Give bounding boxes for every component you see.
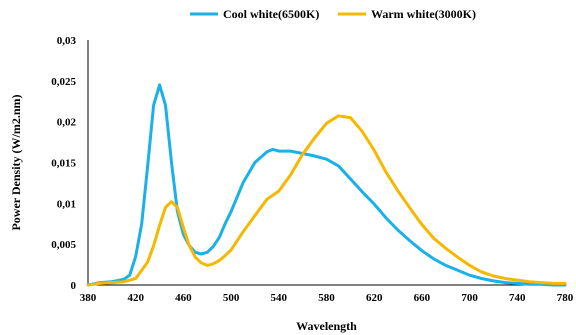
y-tick-label: 0,02	[57, 117, 77, 129]
x-tick-label: 780	[557, 292, 574, 304]
x-tick-labels: 380 420 460 500 540 580 620 660 700 740 780	[80, 292, 574, 304]
x-tick-label: 620	[366, 292, 383, 304]
legend-label: Cool white(6500K)	[223, 7, 319, 21]
x-tick-label: 740	[509, 292, 526, 304]
y-tick-label: 0,015	[51, 158, 76, 170]
x-tick-label: 580	[318, 292, 335, 304]
series-lines	[86, 83, 567, 287]
legend: Cool white(6500K) Warm white(3000K)	[190, 7, 476, 21]
x-tick-label: 460	[175, 292, 192, 304]
legend-label: Warm white(3000K)	[371, 7, 476, 21]
x-tick-label: 540	[271, 292, 288, 304]
series-line-warm-white	[86, 114, 567, 287]
y-tick-label: 0,01	[57, 198, 76, 210]
y-axis-title: Power Density (W/m2.nm)	[9, 94, 23, 230]
x-axis-title: Wavelength	[296, 319, 357, 333]
axes	[87, 40, 565, 286]
y-tick-labels: 0 0,005 0,01 0,015 0,02 0,025 0,03	[51, 35, 76, 292]
x-tick-label: 500	[223, 292, 240, 304]
y-tick-label: 0,025	[51, 76, 76, 88]
x-tick-label: 660	[414, 292, 431, 304]
series-line-cool-white	[86, 83, 567, 287]
x-tick-label: 700	[461, 292, 478, 304]
x-tick-label: 380	[80, 292, 97, 304]
x-tick-label: 420	[127, 292, 144, 304]
y-tick-label: 0,005	[51, 239, 76, 251]
y-tick-label: 0,03	[57, 35, 77, 47]
y-tick-label: 0	[71, 280, 77, 292]
